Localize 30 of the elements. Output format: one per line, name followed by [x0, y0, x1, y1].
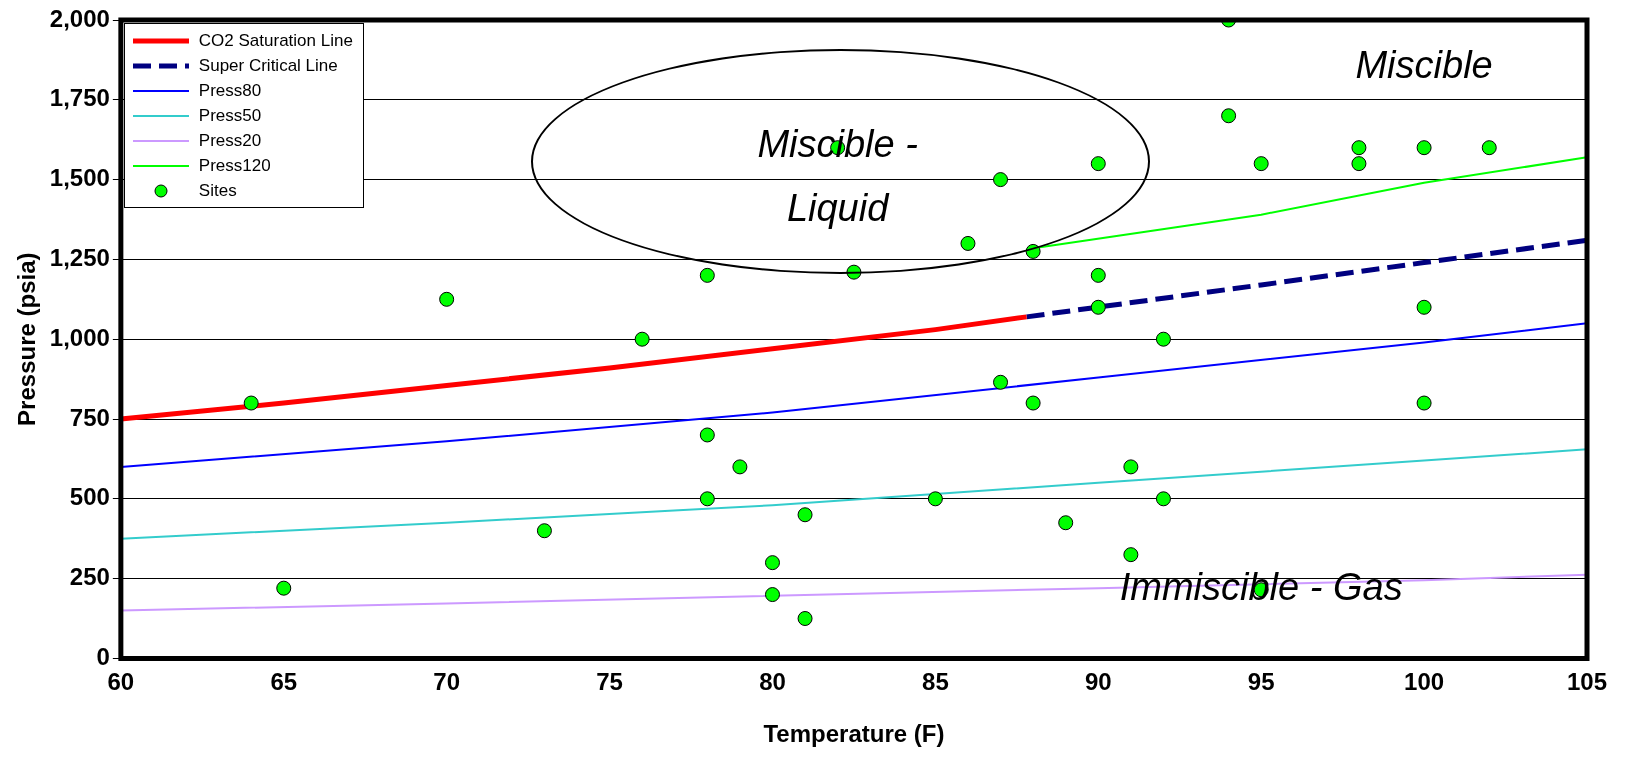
y-tick-label: 1,500: [49, 164, 110, 192]
y-tick-label: 750: [69, 403, 110, 431]
x-tick-label: 65: [270, 668, 298, 696]
x-tick-label: 100: [1404, 668, 1445, 696]
x-tick-label: 85: [922, 668, 949, 696]
x-tick-label: 95: [1247, 668, 1275, 696]
x-tick-label: 60: [107, 668, 135, 696]
y-tick-label: 2,000: [49, 4, 110, 32]
legend-label: Super Critical Line: [198, 55, 338, 76]
y-tick-label: 1,250: [49, 244, 110, 272]
x-tick-label: 105: [1566, 668, 1608, 696]
x-tick-label: 90: [1084, 668, 1112, 696]
legend-label: Press120: [198, 155, 271, 176]
x-tick-label: 70: [433, 668, 461, 696]
x-tick-label: 75: [596, 668, 623, 696]
annotation: Miscible - Liquid: [756, 122, 919, 232]
legend-label: Press20: [198, 130, 262, 151]
y-tick-label: 500: [69, 483, 110, 511]
y-tick-label: 1,000: [49, 323, 110, 351]
y-tick-label: 250: [69, 563, 110, 591]
y-tick-label: 1,750: [49, 84, 110, 112]
y-axis-title: Pressure (psia): [13, 252, 41, 426]
x-axis-title: Temperature (F): [763, 720, 945, 748]
y-tick-label: 0: [96, 643, 110, 671]
legend-label: CO2 Saturation Line: [198, 30, 353, 51]
annotation: Miscible: [1355, 42, 1493, 87]
legend-label: Press80: [198, 80, 262, 101]
legend-label: Press50: [198, 105, 262, 126]
x-tick-label: 80: [759, 668, 786, 696]
legend-label: Sites: [198, 180, 237, 201]
